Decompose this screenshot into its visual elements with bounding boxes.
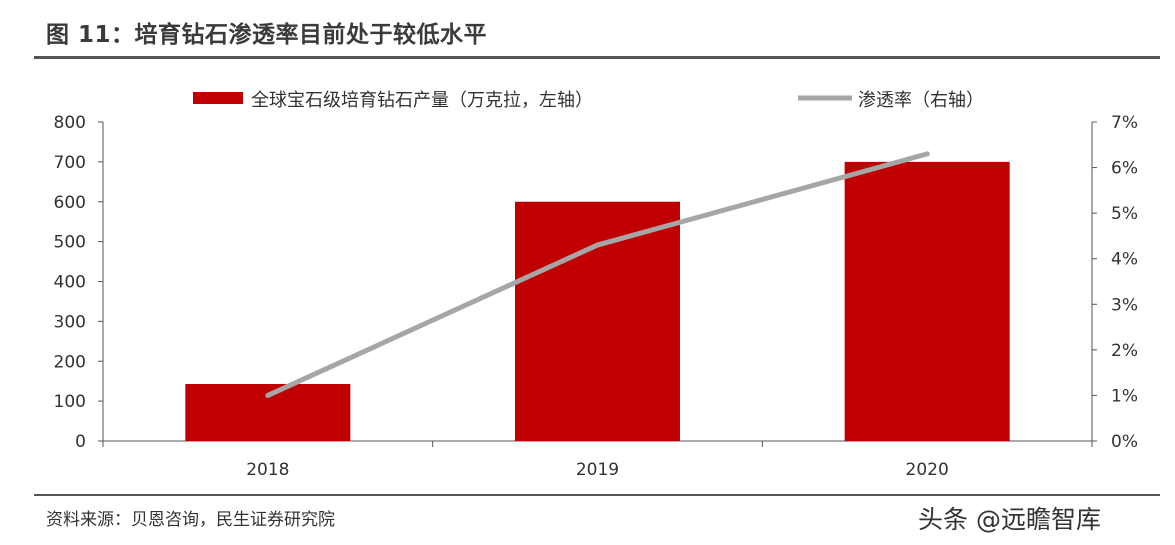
right-tick-label: 3%: [1111, 295, 1138, 315]
bar-2020: [844, 161, 1010, 441]
left-tick-label: 500: [54, 233, 86, 253]
source-note: 资料来源：贝恩咨询，民生证券研究院: [46, 510, 335, 530]
left-tick-label: 300: [54, 312, 86, 332]
right-tick-label: 5%: [1111, 204, 1138, 224]
bottom-rule: [34, 494, 1160, 496]
x-tick-label: 2020: [906, 460, 949, 480]
left-tick-label: 800: [54, 113, 86, 133]
legend-line-label: 渗透率（右轴）: [858, 90, 984, 111]
legend: 全球宝石级培育钻石产量（万克拉，左轴） 渗透率（右轴）: [193, 90, 984, 111]
left-axis: 0 100 200 300 400 500 600 700 800: [54, 113, 104, 452]
left-tick-label: 100: [54, 392, 86, 412]
top-rule: [34, 56, 1160, 59]
bar-series: [185, 161, 1010, 441]
left-tick-label: 700: [54, 153, 86, 173]
right-tick-label: 4%: [1111, 250, 1138, 270]
right-tick-label: 0%: [1111, 432, 1138, 452]
x-tick-label: 2018: [246, 460, 289, 480]
line-series: [265, 151, 930, 398]
bar-2019: [515, 201, 680, 441]
bar-2018: [185, 383, 351, 441]
left-tick-label: 0: [75, 432, 86, 452]
line-point-2020: [924, 151, 930, 157]
legend-bar-swatch: [193, 92, 243, 104]
left-tick-label: 200: [54, 352, 86, 372]
left-tick-label: 600: [54, 193, 86, 213]
x-tick-label: 2019: [576, 460, 619, 480]
right-tick-label: 6%: [1111, 159, 1138, 179]
figure-title: 图 11：培育钻石渗透率目前处于较低水平: [46, 22, 488, 48]
x-axis: 2018 2019 2020: [102, 440, 1093, 480]
line-point-2018: [265, 392, 271, 398]
legend-bar-label: 全球宝石级培育钻石产量（万克拉，左轴）: [251, 90, 593, 111]
left-tick-label: 400: [54, 273, 86, 293]
watermark: 头条 @远瞻智库: [918, 505, 1101, 534]
right-tick-label: 2%: [1111, 341, 1138, 361]
right-tick-label: 7%: [1111, 113, 1138, 133]
right-axis: 0% 1% 2% 3% 4% 5% 6% 7%: [1091, 113, 1138, 452]
chart: 全球宝石级培育钻石产量（万克拉，左轴） 渗透率（右轴） 0 100 200 300 40…: [54, 90, 1138, 480]
right-tick-label: 1%: [1111, 386, 1138, 406]
line-point-2019: [595, 242, 600, 248]
